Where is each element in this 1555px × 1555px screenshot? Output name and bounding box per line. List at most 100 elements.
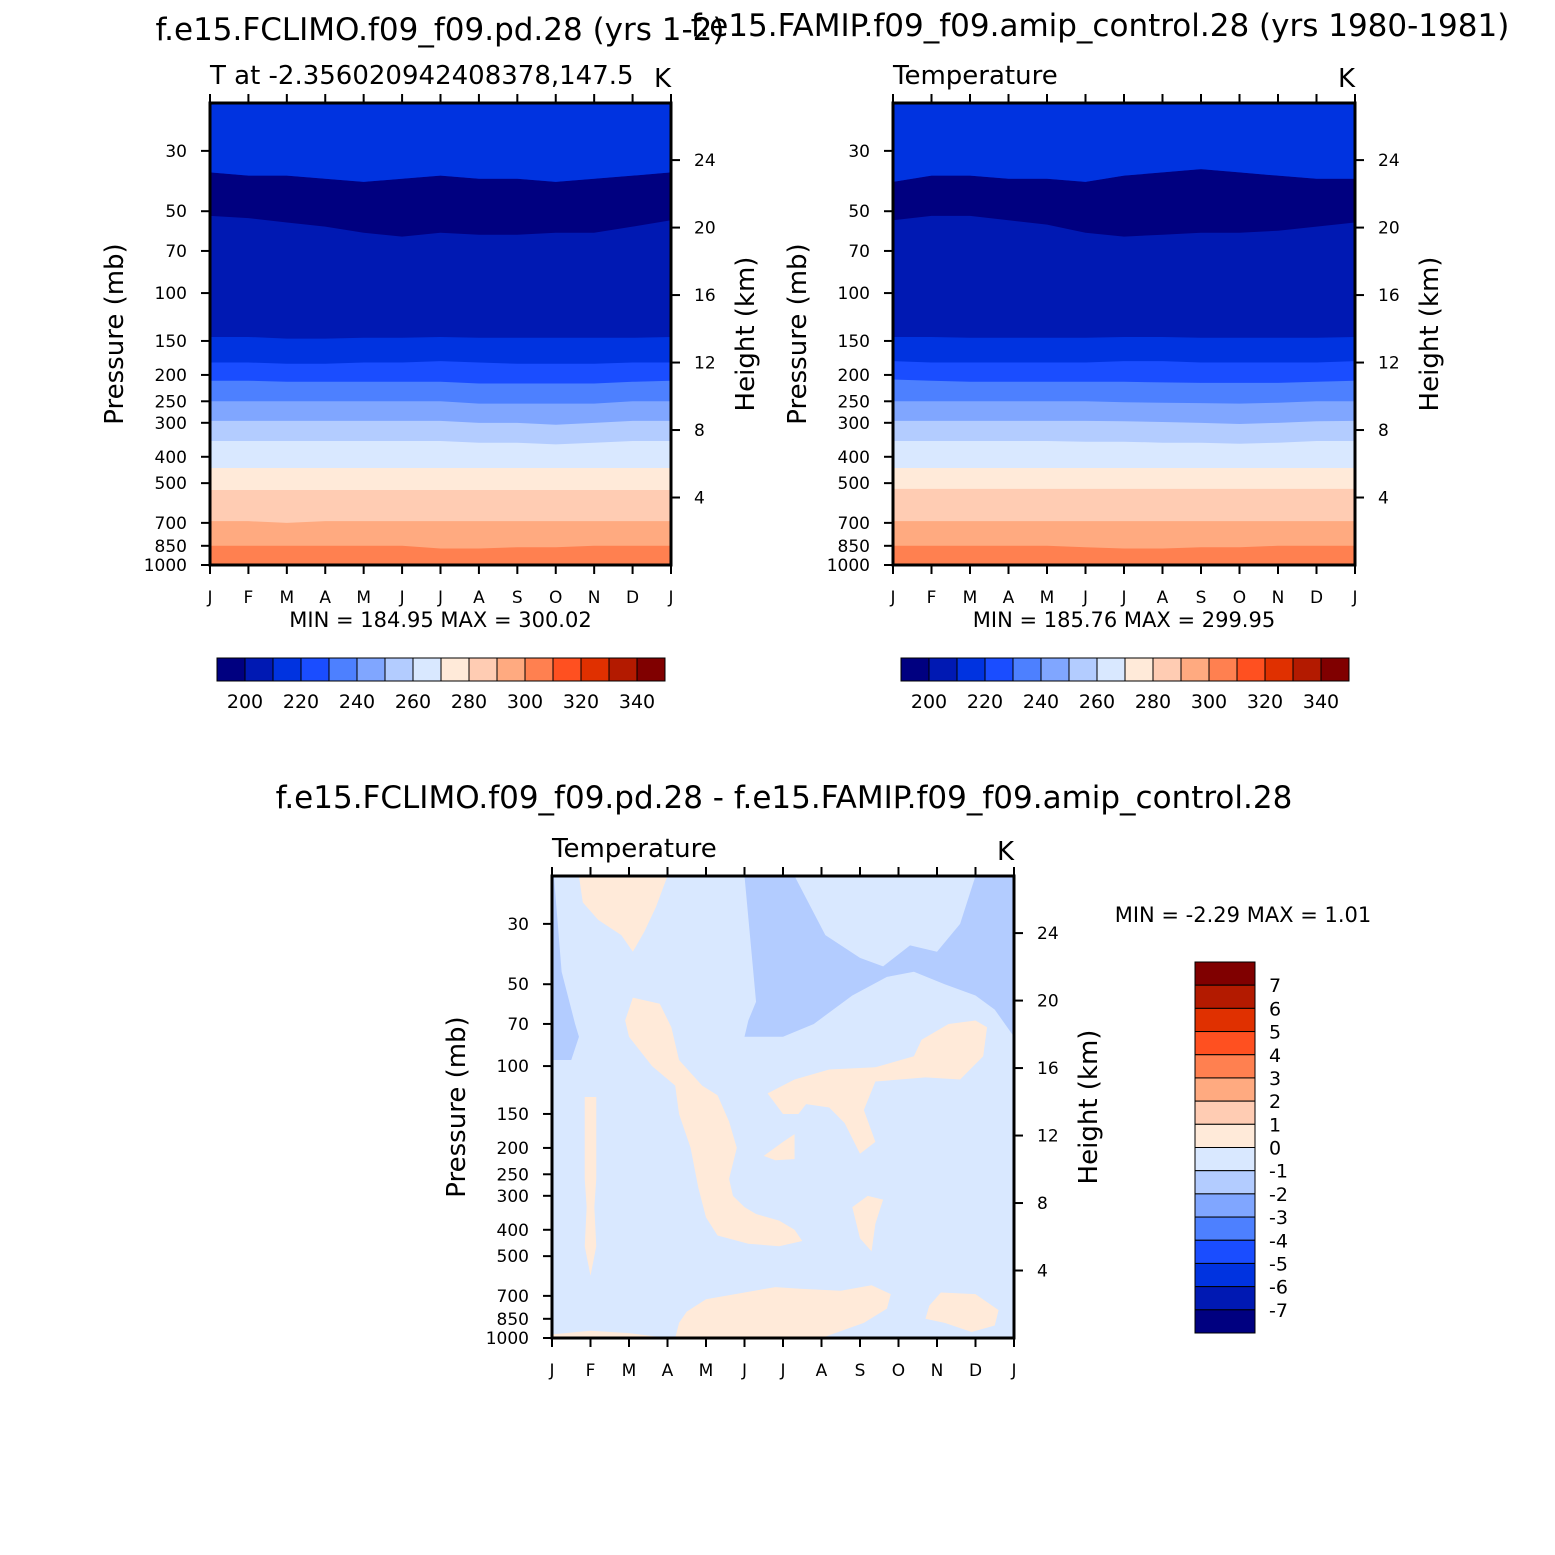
colorbar-swatch bbox=[1194, 1170, 1256, 1195]
x-tick-label: S bbox=[512, 588, 523, 608]
height-tick-label: 24 bbox=[1037, 924, 1059, 944]
colorbar-swatch bbox=[1194, 1054, 1256, 1079]
colorbar-label: -4 bbox=[1269, 1230, 1288, 1252]
y-tick-label: 250 bbox=[155, 392, 187, 412]
x-tick-label: A bbox=[662, 1361, 674, 1381]
colorbar-swatch bbox=[1194, 1031, 1256, 1056]
x-tick-label: D bbox=[969, 1361, 982, 1381]
region-0_1 bbox=[925, 1292, 999, 1332]
colorbar-swatch bbox=[1012, 657, 1042, 682]
colorbar-swatch bbox=[552, 657, 582, 682]
y-tick-label: 850 bbox=[497, 1310, 529, 1330]
difference-regions bbox=[552, 876, 1014, 1338]
min-max-label: MIN = 184.95 MAX = 300.02 bbox=[289, 608, 591, 632]
x-tick-label: D bbox=[626, 588, 639, 608]
colorbar-swatch bbox=[1152, 657, 1182, 682]
y-tick-label: 1000 bbox=[827, 556, 870, 576]
y-axis-right-label: Height (km) bbox=[1074, 1030, 1104, 1185]
x-tick-label: J bbox=[1082, 588, 1088, 608]
region--2_-1 bbox=[744, 876, 1014, 1037]
colorbar-swatch bbox=[412, 657, 442, 682]
colorbar-swatch bbox=[580, 657, 610, 682]
region-0_1 bbox=[675, 1285, 891, 1338]
panel-difference: J F M A M J J A S O N D J305070100150200250300400500… bbox=[442, 834, 1371, 1381]
colorbar-label: 300 bbox=[507, 691, 543, 713]
height-tick-label: 4 bbox=[1037, 1262, 1048, 1282]
y-tick-label: 50 bbox=[848, 202, 870, 222]
x-tick-label: N bbox=[588, 588, 601, 608]
y-tick-label: 850 bbox=[155, 537, 187, 557]
x-tick-label: J bbox=[548, 1361, 554, 1381]
x-tick-label: J bbox=[399, 588, 405, 608]
colorbar-swatch bbox=[1236, 657, 1266, 682]
colorbar-swatch bbox=[1194, 984, 1256, 1009]
colorbar-swatch bbox=[1068, 657, 1098, 682]
colorbar-label: 0 bbox=[1269, 1138, 1281, 1160]
region-0_1 bbox=[552, 1330, 668, 1338]
region-0_1 bbox=[584, 1097, 597, 1276]
x-tick-label: A bbox=[473, 588, 485, 608]
y-tick-label: 300 bbox=[838, 414, 870, 434]
y-tick-label: 400 bbox=[838, 448, 870, 468]
x-tick-label: M bbox=[622, 1361, 637, 1381]
x-tick-label: N bbox=[1272, 588, 1285, 608]
x-tick-label: F bbox=[586, 1361, 596, 1381]
y-tick-label: 70 bbox=[507, 1015, 529, 1035]
colorbar-label: 200 bbox=[911, 691, 947, 713]
x-tick-label: A bbox=[816, 1361, 828, 1381]
colorbar-swatch bbox=[356, 657, 386, 682]
y-tick-label: 150 bbox=[155, 332, 187, 352]
panel-subtitle: T at -2.356020942408378,147.5 bbox=[209, 61, 634, 91]
colorbar-swatch bbox=[1194, 1262, 1256, 1288]
difference-title: f.e15.FCLIMO.f09_f09.pd.28 - f.e15.FAMIP… bbox=[276, 780, 1293, 816]
y-tick-label: 30 bbox=[165, 142, 187, 162]
y-tick-label: 1000 bbox=[144, 556, 187, 576]
colorbar-swatch bbox=[1194, 961, 1256, 986]
colorbar-label: -7 bbox=[1269, 1300, 1288, 1322]
colorbar-swatch bbox=[440, 657, 470, 682]
colorbar-label: 7 bbox=[1269, 975, 1281, 997]
height-tick-label: 12 bbox=[694, 354, 716, 374]
y-axis-label: Pressure (mb) bbox=[100, 243, 130, 424]
colorbar-swatch bbox=[608, 657, 638, 682]
height-tick-label: 24 bbox=[694, 151, 716, 171]
colorbar-label: 260 bbox=[395, 691, 431, 713]
x-tick-label: D bbox=[1310, 588, 1323, 608]
x-tick-label: J bbox=[206, 588, 212, 608]
y-tick-label: 700 bbox=[497, 1287, 529, 1307]
y-tick-label: 200 bbox=[155, 366, 187, 386]
colorbar-swatch bbox=[1194, 1123, 1256, 1148]
y-tick-label: 70 bbox=[165, 242, 187, 262]
colorbar-label: -1 bbox=[1269, 1161, 1288, 1183]
colorbar-swatch bbox=[244, 657, 274, 682]
x-tick-label: S bbox=[855, 1361, 866, 1381]
units-label: K bbox=[997, 837, 1015, 867]
colorbar-swatch bbox=[1292, 657, 1322, 682]
colorbar-swatch bbox=[1180, 657, 1210, 682]
colorbar-label: 2 bbox=[1269, 1091, 1281, 1113]
panel-subtitle: Temperature bbox=[892, 61, 1058, 91]
y-axis-label: Pressure (mb) bbox=[783, 243, 813, 424]
colorbar-label: -2 bbox=[1269, 1184, 1288, 1206]
y-tick-label: 500 bbox=[155, 474, 187, 494]
colorbar-swatch bbox=[1194, 1100, 1256, 1125]
x-tick-label: A bbox=[1003, 588, 1015, 608]
colorbar-label: 4 bbox=[1269, 1045, 1281, 1067]
colorbar-label: 320 bbox=[563, 691, 599, 713]
colorbar-swatch bbox=[1194, 1077, 1256, 1102]
height-tick-label: 16 bbox=[1378, 286, 1400, 306]
height-tick-label: 4 bbox=[1378, 489, 1389, 509]
colorbar-label: 320 bbox=[1247, 691, 1283, 713]
height-tick-label: 20 bbox=[1037, 992, 1059, 1012]
x-tick-label: M bbox=[279, 588, 294, 608]
colorbar-label: 220 bbox=[283, 691, 319, 713]
x-tick-label: J bbox=[889, 588, 895, 608]
x-tick-label: M bbox=[1040, 588, 1055, 608]
y-tick-label: 100 bbox=[497, 1057, 529, 1077]
y-tick-label: 700 bbox=[155, 514, 187, 534]
colorbar-swatch bbox=[1040, 657, 1070, 682]
colorbar-label: 1 bbox=[1269, 1114, 1281, 1136]
colorbar-label: 220 bbox=[967, 691, 1003, 713]
y-tick-label: 700 bbox=[838, 514, 870, 534]
